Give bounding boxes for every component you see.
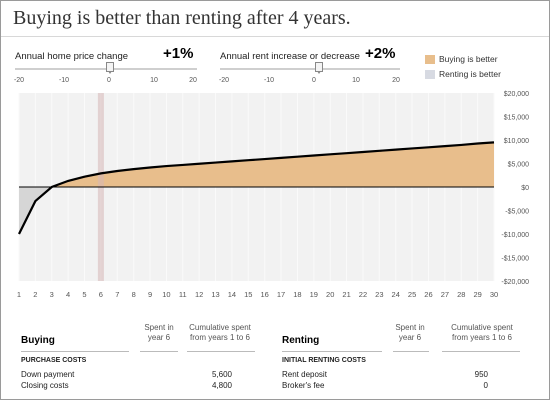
renting-col-cumulative-header: Cumulative spent from years 1 to 6 (440, 323, 524, 343)
x-tick-label: 13 (211, 290, 219, 299)
renting-table-title: Renting (282, 335, 320, 346)
buying-cumulative-rule (187, 351, 255, 352)
buying-row-cumulative: 5,600 (211, 370, 232, 379)
buying-row-cumulative: 4,800 (211, 381, 232, 390)
x-tick-label: 20 (326, 290, 334, 299)
rent-change-tick: 10 (352, 77, 360, 84)
y-tick-label: -$15,000 (501, 256, 529, 263)
renting-year-rule (393, 351, 429, 352)
x-tick-label: 7 (115, 290, 119, 299)
buying-col-cumulative-header: Cumulative spent from years 1 to 6 (185, 323, 255, 343)
renting-better-area (19, 187, 52, 234)
home-price-tick: 0 (107, 77, 111, 84)
renting-section-heading: INITIAL RENTING COSTS (282, 357, 366, 364)
home-price-tick: -20 (13, 77, 25, 84)
legend-swatch-renting (425, 70, 435, 79)
renting-row-label: Rent deposit (282, 370, 327, 379)
buying-col-year-header-text: Spent in year 6 (144, 323, 174, 342)
y-tick-label: -$10,000 (501, 232, 529, 239)
renting-col-cumulative-header-text: Cumulative spent from years 1 to 6 (451, 323, 513, 342)
x-tick-label: 4 (66, 290, 70, 299)
x-tick-label: 19 (310, 290, 318, 299)
buying-row-label: Down payment (21, 370, 75, 379)
buying-col-cumulative-header-text: Cumulative spent from years 1 to 6 (189, 323, 251, 342)
buying-row-label: Closing costs (21, 381, 69, 390)
renting-row-cumulative: 950 (474, 370, 488, 379)
buying-title-rule (21, 351, 129, 352)
rent-change-tick: -10 (263, 77, 275, 84)
y-tick-label: $10,000 (504, 138, 529, 145)
rent-change-slider-thumb[interactable] (314, 62, 323, 74)
home-price-tick: 20 (189, 77, 197, 84)
x-tick-label: 18 (293, 290, 301, 299)
x-tick-label: 9 (148, 290, 152, 299)
x-tick-label: 30 (490, 290, 498, 299)
renting-col-year-header: Spent in year 6 (390, 323, 430, 343)
x-tick-label: 23 (375, 290, 383, 299)
x-tick-label: 22 (359, 290, 367, 299)
x-tick-label: 25 (408, 290, 416, 299)
y-tick-label: $5,000 (508, 162, 530, 169)
x-tick-label: 10 (162, 290, 170, 299)
buying-col-year-header: Spent in year 6 (139, 323, 179, 343)
home-price-tick: -10 (58, 77, 70, 84)
x-tick-label: 26 (424, 290, 432, 299)
x-tick-label: 28 (457, 290, 465, 299)
x-tick-label: 12 (195, 290, 203, 299)
rent-change-tick: 0 (312, 77, 316, 84)
buying-better-area (51, 142, 495, 187)
rent-change-slider[interactable]: Annual rent increase or decrease +2% -20… (218, 45, 400, 89)
x-tick-label: 17 (277, 290, 285, 299)
buying-table: Spent in year 6 Cumulative spent from ye… (21, 323, 255, 399)
x-tick-label: 24 (392, 290, 400, 299)
x-tick-label: 5 (82, 290, 86, 299)
x-tick-label: 21 (342, 290, 350, 299)
renting-row-cumulative: 0 (483, 381, 488, 390)
home-price-value: +1% (163, 45, 194, 62)
headline: Buying is better than renting after 4 ye… (13, 7, 351, 29)
x-tick-label: 14 (228, 290, 236, 299)
renting-table: Spent in year 6 Cumulative spent from ye… (282, 323, 522, 399)
buying-year-rule (140, 351, 178, 352)
headline-divider (1, 36, 549, 37)
x-tick-label: 8 (132, 290, 136, 299)
home-price-label: Annual home price change (15, 51, 129, 62)
renting-row-label: Broker's fee (282, 381, 325, 390)
rent-change-label: Annual rent increase or decrease (220, 51, 360, 62)
x-tick-label: 27 (441, 290, 449, 299)
home-price-track[interactable] (15, 68, 197, 70)
buy-vs-rent-chart[interactable]: $20,000 $15,000 $10,000 $5,000 $0 -$5,000 -$10… (1, 87, 549, 301)
buying-table-title: Buying (21, 335, 55, 346)
legend-swatch-buying (425, 55, 435, 64)
home-price-slider-thumb[interactable] (106, 62, 115, 74)
y-tick-label: -$20,000 (501, 279, 529, 286)
y-tick-label: $20,000 (504, 91, 529, 98)
rent-change-tick: -20 (218, 77, 230, 84)
rent-change-value: +2% (365, 45, 396, 62)
home-price-slider[interactable]: Annual home price change +1% -20 -10 0 1… (13, 45, 197, 89)
net-cost-line (18, 141, 495, 235)
x-tick-label: 15 (244, 290, 252, 299)
y-tick-label: $0 (521, 185, 529, 192)
renting-col-year-header-text: Spent in year 6 (395, 323, 425, 342)
buying-section-heading: PURCHASE COSTS (21, 357, 87, 364)
x-tick-label: 3 (50, 290, 54, 299)
x-tick-label: 16 (261, 290, 269, 299)
renting-title-rule (282, 351, 382, 352)
y-tick-label: -$5,000 (505, 209, 529, 216)
y-tick-label: $15,000 (504, 115, 529, 122)
x-tick-label: 6 (99, 290, 103, 299)
home-price-tick: 10 (150, 77, 158, 84)
legend-label-buying: Buying is better (439, 54, 498, 64)
renting-cumulative-rule (442, 351, 520, 352)
x-tick-label: 11 (179, 290, 187, 299)
legend-label-renting: Renting is better (439, 69, 501, 79)
rent-change-track[interactable] (220, 68, 400, 70)
x-tick-label: 2 (33, 290, 37, 299)
x-tick-label: 29 (473, 290, 481, 299)
rent-change-tick: 20 (392, 77, 400, 84)
x-tick-label: 1 (17, 290, 21, 299)
